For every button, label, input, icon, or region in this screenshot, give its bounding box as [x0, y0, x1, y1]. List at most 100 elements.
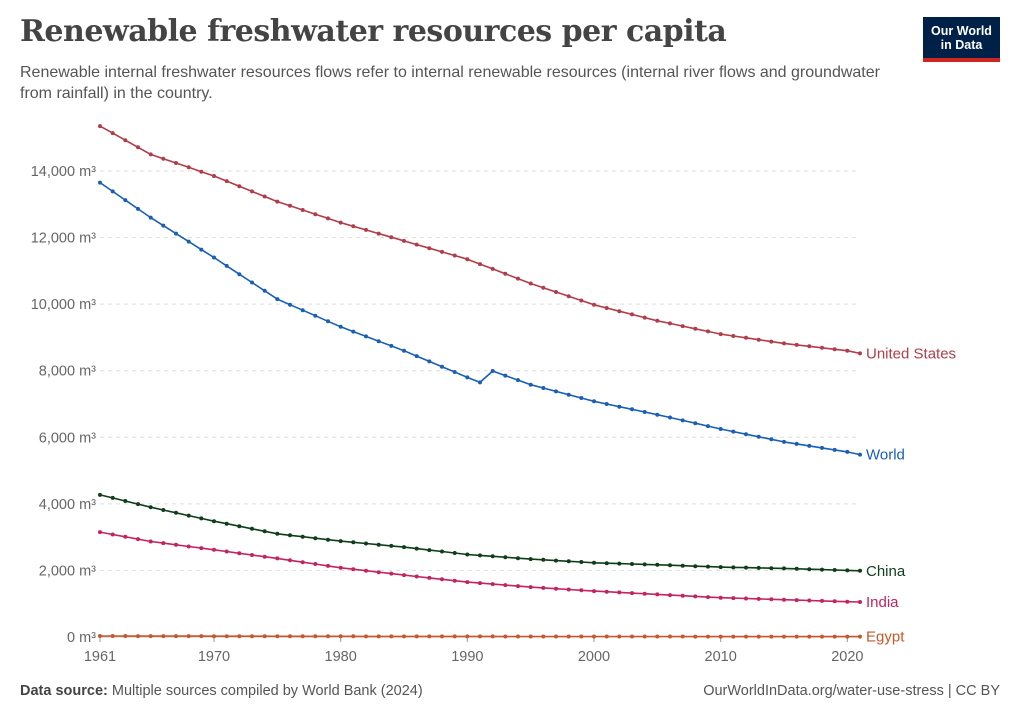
data-point [566, 294, 571, 299]
data-point [566, 634, 571, 639]
data-point [604, 306, 609, 310]
data-point [326, 537, 330, 542]
data-point [275, 297, 280, 302]
source-url-link[interactable]: OurWorldInData.org/water-use-stress | CC… [703, 683, 1000, 699]
data-point [123, 198, 128, 203]
data-point [136, 206, 140, 211]
data-point [250, 280, 254, 285]
data-point [782, 634, 786, 639]
data-point [693, 564, 698, 569]
data-point [516, 634, 520, 639]
series-label: Egypt [866, 629, 905, 646]
data-point [820, 445, 824, 450]
data-point [262, 194, 267, 199]
y-tick-label: 0 m³ [67, 630, 96, 646]
data-point [98, 530, 102, 535]
data-point [718, 427, 723, 431]
data-point [706, 595, 710, 600]
data-point [617, 404, 622, 409]
data-point [123, 499, 128, 503]
data-point [845, 449, 850, 454]
data-point [300, 634, 305, 639]
data-point [338, 324, 343, 329]
data-point [389, 543, 394, 548]
data-point [516, 556, 520, 561]
data-point [490, 369, 495, 373]
data-point [148, 505, 153, 510]
data-point [262, 288, 267, 293]
data-point [756, 596, 761, 601]
data-point [427, 359, 432, 364]
data-point [364, 568, 368, 573]
data-point [414, 574, 419, 579]
data-point [440, 249, 444, 254]
data-point [288, 302, 292, 307]
data-point [123, 634, 128, 638]
data-point [313, 212, 318, 217]
data-point [528, 585, 533, 590]
data-point [718, 595, 723, 600]
data-point [465, 552, 470, 557]
series-line [99, 125, 861, 355]
data-point [300, 560, 305, 565]
data-point [389, 235, 394, 240]
data-point [465, 257, 470, 262]
data-point [300, 308, 305, 313]
data-point [680, 418, 685, 423]
series-label: United States [866, 345, 956, 362]
data-point [414, 546, 419, 551]
data-point [731, 565, 736, 570]
y-tick-label: 8,000 m³ [39, 364, 96, 380]
owid-logo[interactable]: Our World in Data [923, 17, 1000, 62]
data-point [237, 272, 242, 277]
data-point [794, 634, 799, 639]
data-point [199, 247, 204, 252]
data-point [351, 540, 356, 545]
data-point [212, 174, 216, 178]
data-point [440, 549, 444, 554]
data-point [313, 313, 318, 318]
data-point [832, 347, 837, 352]
x-tick-label: 1961 [84, 649, 116, 665]
data-point [592, 589, 596, 594]
data-point [516, 276, 520, 281]
data-point [250, 634, 254, 639]
data-point [224, 179, 229, 184]
data-point [174, 231, 178, 236]
data-point [680, 634, 685, 639]
data-point [655, 412, 660, 417]
data-point [718, 634, 723, 639]
data-point [858, 452, 862, 457]
data-point [642, 410, 647, 414]
data-point [199, 634, 204, 639]
data-point [389, 343, 394, 348]
data-point [186, 513, 191, 518]
data-point [478, 553, 482, 558]
data-point [516, 378, 520, 383]
data-point [288, 203, 292, 208]
data-point [782, 597, 786, 602]
data-point [288, 634, 292, 639]
data-point [706, 634, 710, 639]
data-point [275, 531, 280, 536]
data-source-text: Multiple sources compiled by World Bank … [111, 683, 423, 699]
data-point [782, 439, 786, 444]
data-point [199, 516, 204, 521]
data-point [706, 424, 710, 429]
data-point [832, 634, 837, 639]
data-point [807, 634, 812, 639]
logo-line-2: in Data [940, 38, 983, 52]
data-point [668, 563, 672, 568]
data-point [706, 329, 710, 334]
data-point [756, 434, 761, 439]
data-point [630, 591, 634, 596]
data-point [528, 281, 533, 286]
data-point [364, 634, 368, 639]
data-point [313, 562, 318, 566]
data-point [858, 568, 862, 573]
data-point [452, 253, 457, 258]
data-point [680, 563, 685, 568]
data-point [148, 539, 153, 544]
data-point [300, 534, 305, 539]
data-point [858, 600, 862, 604]
